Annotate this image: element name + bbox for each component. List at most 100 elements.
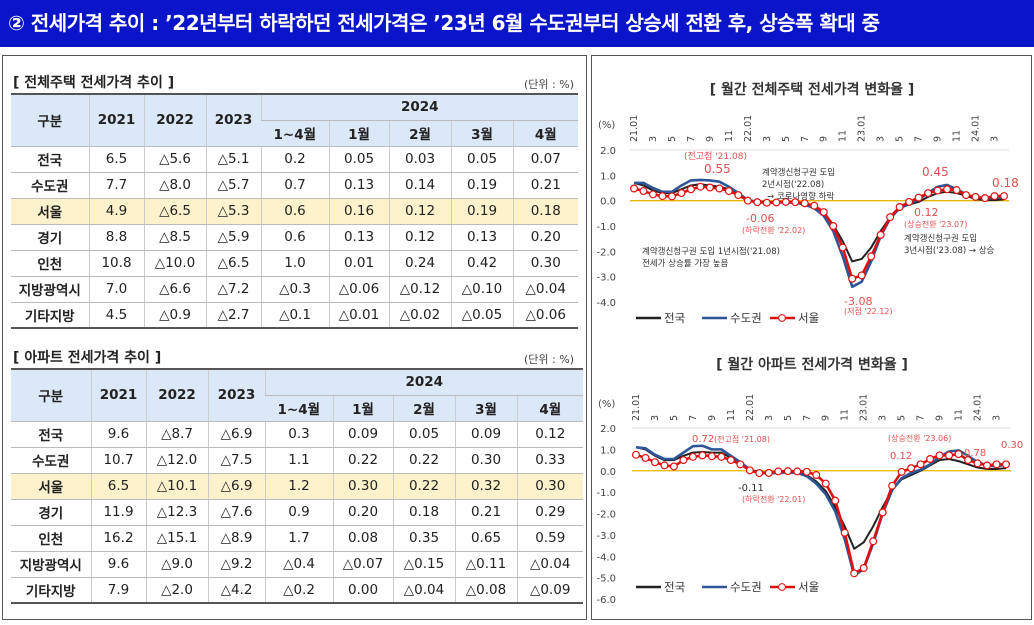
data-point bbox=[821, 479, 830, 488]
annotation: 계약갱신청구권 도입 1년시점('21.08) bbox=[642, 246, 780, 257]
data-point bbox=[791, 198, 800, 207]
table-cell: △0.4 bbox=[264, 551, 333, 578]
table-cell: 0.30 bbox=[454, 447, 517, 474]
table-cell: 1.0 bbox=[260, 250, 329, 277]
annotation: 0.30 bbox=[1001, 440, 1023, 451]
table-cell: 0.13 bbox=[328, 224, 389, 251]
table-row: 서울 6.5 △10.1 △6.9 1.2 0.30 0.22 0.32 0.30 bbox=[11, 473, 583, 500]
data-point bbox=[1000, 192, 1009, 201]
x-tick-label: 11 bbox=[952, 130, 963, 142]
table-cell: △0.09 bbox=[516, 577, 583, 604]
x-tick-label: 7 bbox=[914, 136, 925, 142]
data-point bbox=[650, 458, 659, 467]
x-tick-label: 11 bbox=[838, 130, 849, 142]
row-label: 경기 bbox=[11, 224, 89, 251]
column-header: 2022 bbox=[145, 368, 208, 422]
data-point bbox=[990, 192, 999, 201]
table-cell: 0.59 bbox=[516, 525, 583, 552]
y-tick-label: -5.0 bbox=[596, 574, 616, 585]
table-cell: 0.12 bbox=[388, 198, 451, 225]
table-cell: △9.0 bbox=[145, 551, 208, 578]
table-cell: △5.3 bbox=[205, 198, 261, 225]
x-tick-label: 7 bbox=[916, 415, 927, 421]
x-tick-label: 21.01 bbox=[631, 394, 642, 421]
data-point bbox=[641, 453, 650, 462]
row-label: 수도권 bbox=[11, 172, 89, 199]
table-cell: 0.05 bbox=[450, 146, 513, 173]
data-point bbox=[867, 252, 876, 261]
annotation: (상승전환 '23.07) bbox=[904, 219, 967, 229]
table-cell: △0.2 bbox=[264, 577, 333, 604]
annotation: 0.18 bbox=[992, 176, 1019, 190]
data-point bbox=[724, 187, 733, 196]
table-cell: △7.2 bbox=[205, 276, 261, 303]
x-tick-label: 5 bbox=[895, 136, 906, 142]
data-point bbox=[954, 450, 963, 459]
table-cell: 8.8 bbox=[88, 224, 144, 251]
data-point bbox=[819, 208, 828, 217]
table-cell: △0.01 bbox=[328, 302, 389, 329]
table-cell: 0.6 bbox=[260, 224, 329, 251]
table-cell: △0.04 bbox=[516, 551, 583, 578]
jeonse-apartment-table: 구분 2021 2022 2023 2024 1~4월 1월 2월 3월 4월 전국 9.6 △8.7 △… bbox=[11, 368, 583, 604]
x-tick-label: 5 bbox=[667, 136, 678, 142]
data-point bbox=[964, 456, 973, 465]
table-cell: △7.5 bbox=[207, 447, 265, 474]
table-cell: △9.2 bbox=[207, 551, 265, 578]
annotation: (하락전환 '22.02) bbox=[742, 225, 805, 235]
table-row: 기타지방 4.5 △0.9 △2.7 △0.1 △0.01 △0.02 △0.05 △0.06 bbox=[11, 302, 578, 329]
annotation: (상승전환 '23.06) bbox=[888, 433, 951, 443]
table-cell: 0.12 bbox=[388, 224, 451, 251]
column-header: 3월 bbox=[454, 395, 517, 422]
table-cell: 0.35 bbox=[392, 525, 455, 552]
table-cell: 16.2 bbox=[90, 525, 146, 552]
y-tick-label: 1.0 bbox=[600, 445, 616, 456]
table-cell: 0.30 bbox=[512, 250, 578, 277]
data-point bbox=[812, 471, 821, 480]
page-header: ② 전세가격 추이 : ’22년부터 하락하던 전세가격은 ’23년 6월 수도… bbox=[0, 0, 1034, 47]
table-cell: △0.11 bbox=[454, 551, 517, 578]
table-cell: △10.1 bbox=[145, 473, 208, 500]
table-cell: △5.9 bbox=[205, 224, 261, 251]
table-cell: 0.6 bbox=[260, 198, 329, 225]
legend-marker bbox=[778, 583, 786, 591]
series-line-수도권 bbox=[634, 178, 1005, 289]
annotation: (전고점 '21.08) bbox=[684, 150, 747, 162]
data-point bbox=[677, 189, 686, 198]
annotation: 0.45 bbox=[922, 165, 949, 179]
row-label: 기타지방 bbox=[11, 577, 91, 604]
y-tick-label: -3.0 bbox=[596, 531, 616, 542]
table-cell: 0.32 bbox=[454, 473, 517, 500]
x-tick-label: 23.01 bbox=[857, 115, 868, 142]
column-header: 2023 bbox=[205, 93, 261, 147]
x-tick-label: 3 bbox=[878, 415, 889, 421]
chart-title: [ 월간 아파트 전세가격 변화율 ] bbox=[716, 356, 908, 373]
table-cell: 0.29 bbox=[516, 499, 583, 526]
data-point bbox=[762, 198, 771, 207]
table-cell: 0.14 bbox=[388, 172, 451, 199]
table-cell: 0.13 bbox=[328, 172, 389, 199]
table-row: 지방광역시 9.6 △9.0 △9.2 △0.4 △0.07 △0.15 △0.11 △0.04 bbox=[11, 551, 583, 578]
table-row: 경기 11.9 △12.3 △7.6 0.9 0.20 0.18 0.21 0.29 bbox=[11, 499, 583, 526]
column-header: 1월 bbox=[332, 395, 393, 422]
data-point bbox=[897, 467, 906, 476]
data-point bbox=[924, 189, 933, 198]
annotation: → 코로나영향 하락 bbox=[767, 191, 834, 202]
table-cell: △0.07 bbox=[332, 551, 393, 578]
jeonse-all-housing-table: 구분 2021 2022 2023 2024 1~4월 1월 2월 3월 4월 전국 6.5 △5.6 △… bbox=[11, 93, 578, 329]
table-cell: △6.5 bbox=[143, 198, 206, 225]
data-point bbox=[774, 467, 783, 476]
x-tick-label: 11 bbox=[954, 409, 965, 421]
x-tick-label: 5 bbox=[669, 415, 680, 421]
table-cell: △15.1 bbox=[145, 525, 208, 552]
annotation: (전고점 '21.08) bbox=[714, 434, 770, 444]
row-label: 지방광역시 bbox=[11, 551, 91, 578]
x-tick-label: 9 bbox=[707, 415, 718, 421]
table-cell: 0.20 bbox=[512, 224, 578, 251]
table-cell: 0.07 bbox=[512, 146, 578, 173]
y-tick-label: 2.0 bbox=[600, 424, 616, 435]
table-cell: 4.5 bbox=[88, 302, 144, 329]
x-tick-label: 3 bbox=[762, 136, 773, 142]
legend-label: 서울 bbox=[798, 580, 819, 594]
data-point bbox=[772, 198, 781, 207]
